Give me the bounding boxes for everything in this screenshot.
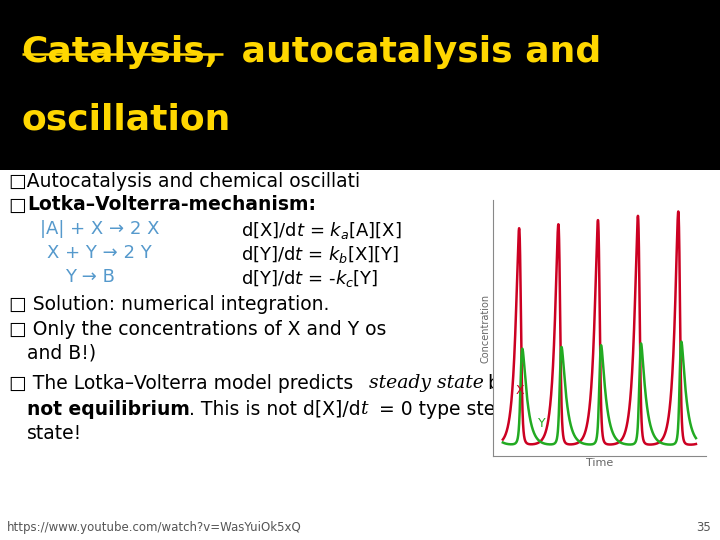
Text: not equilibrium: not equilibrium	[27, 400, 190, 419]
Text: Catalysis,: Catalysis,	[22, 35, 219, 69]
Text: 35: 35	[697, 521, 711, 534]
Text: d[Y]/d$t$ = $k_b$[X][Y]: d[Y]/d$t$ = $k_b$[X][Y]	[241, 244, 400, 265]
Text: d[Y]/d$t$ = -$k_c$[Y]: d[Y]/d$t$ = -$k_c$[Y]	[241, 268, 379, 289]
Text: X + Y → 2 Y: X + Y → 2 Y	[47, 244, 151, 262]
Text: □ Solution: numerical integration.: □ Solution: numerical integration.	[9, 295, 329, 314]
Text: Y → B: Y → B	[65, 268, 114, 286]
Text: autocatalysis and: autocatalysis and	[229, 35, 601, 69]
Text: . This is not d[X]/d: . This is not d[X]/d	[189, 400, 360, 419]
X-axis label: Time: Time	[586, 458, 613, 468]
Text: □: □	[9, 195, 27, 214]
Text: and B!): and B!)	[27, 344, 96, 363]
Text: oscillation: oscillation	[22, 103, 231, 137]
Text: Lotka–Volterra-mechanism:: Lotka–Volterra-mechanism:	[27, 195, 316, 214]
Text: https://www.youtube.com/watch?v=WasYuiOk5xQ: https://www.youtube.com/watch?v=WasYuiOk…	[7, 521, 302, 534]
Y-axis label: Concentration: Concentration	[480, 293, 490, 363]
Text: t: t	[361, 400, 369, 417]
Bar	[0, 170, 720, 540]
Text: = 0 type steady: = 0 type steady	[373, 400, 530, 419]
Text: state!: state!	[27, 424, 83, 443]
Text: steady state: steady state	[369, 374, 484, 391]
Text: d[X]/d$t$ = $k_a$[A][X]: d[X]/d$t$ = $k_a$[A][X]	[241, 220, 402, 241]
Text: but: but	[482, 374, 520, 393]
Bar	[0, 0, 720, 170]
Text: □ The Lotka–Volterra model predicts: □ The Lotka–Volterra model predicts	[9, 374, 359, 393]
Text: Y: Y	[538, 417, 546, 430]
Text: □ Only the concentrations of X and Y os: □ Only the concentrations of X and Y os	[9, 320, 386, 339]
Text: X: X	[515, 384, 523, 397]
Text: □Autocatalysis and chemical oscillati: □Autocatalysis and chemical oscillati	[9, 172, 360, 191]
Text: |A| + X → 2 X: |A| + X → 2 X	[40, 220, 159, 238]
